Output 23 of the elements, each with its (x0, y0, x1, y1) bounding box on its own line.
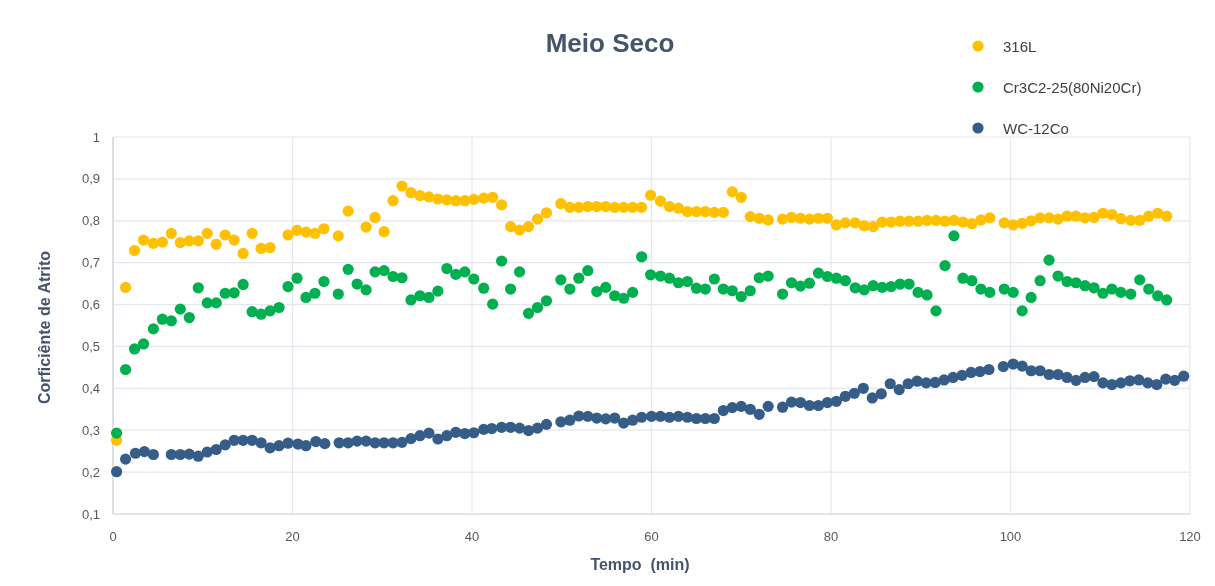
x-tick-label: 40 (464, 529, 480, 544)
y-tick-label: 1 (92, 129, 100, 145)
x-tick-label: 100 (999, 529, 1022, 544)
x-axis-title: Tempo (min) (590, 556, 690, 573)
x-tick-label: 20 (285, 529, 300, 544)
x-tick-label: 80 (823, 529, 839, 544)
x-tick-label: 0 (109, 529, 117, 544)
legend-label: WC-12Co (1003, 120, 1069, 137)
chart-title: Meio Seco (545, 28, 675, 58)
y-tick-label: 0,6 (81, 297, 100, 313)
y-axis-title: Corficiênte de Atrito (36, 250, 53, 405)
legend-label: Cr3C2-25(80Ni20Cr) (1003, 79, 1142, 96)
x-tick-label: 60 (644, 529, 659, 544)
y-tick-label: 0,1 (81, 506, 100, 522)
y-tick-label: 0,3 (81, 422, 100, 438)
legend-label: 316L (1003, 38, 1037, 55)
y-tick-label: 0,5 (81, 338, 100, 354)
y-tick-label: 0,8 (81, 213, 100, 229)
y-tick-label: 0,9 (81, 171, 100, 187)
y-tick-label: 0,4 (81, 380, 100, 396)
x-tick-label: 120 (1179, 529, 1201, 544)
y-tick-label: 0,7 (81, 255, 100, 271)
y-tick-label: 0,2 (81, 464, 100, 480)
